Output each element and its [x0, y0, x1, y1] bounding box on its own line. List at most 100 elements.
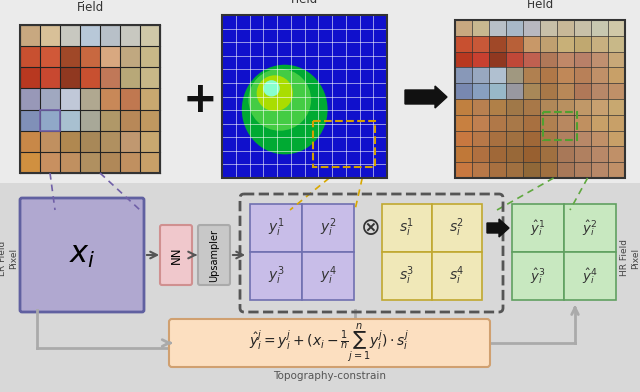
Bar [523, 83, 540, 99]
Text: $\hat{y}_i^4$: $\hat{y}_i^4$ [582, 266, 598, 286]
Text: $y_i^3$: $y_i^3$ [268, 265, 284, 287]
Bar [564, 252, 616, 300]
Text: $\boldsymbol{x_i}$: $\boldsymbol{x_i}$ [68, 241, 95, 270]
FancyBboxPatch shape [20, 198, 144, 312]
Bar [432, 204, 482, 252]
Bar [20, 25, 40, 46]
Bar [489, 99, 506, 115]
Text: $s_i^4$: $s_i^4$ [449, 265, 465, 287]
Bar [472, 67, 489, 83]
Bar [382, 204, 432, 252]
Bar [80, 110, 100, 131]
Bar [574, 52, 591, 67]
Bar [100, 25, 120, 46]
Bar [120, 46, 140, 67]
Bar [489, 115, 506, 131]
Bar [472, 83, 489, 99]
Bar [574, 115, 591, 131]
Bar [557, 67, 574, 83]
Bar [140, 131, 160, 152]
Bar [80, 131, 100, 152]
Bar [455, 67, 472, 83]
Bar [557, 146, 574, 162]
Text: HR Field
Pixel: HR Field Pixel [620, 240, 640, 276]
Bar [608, 83, 625, 99]
Bar [432, 252, 482, 300]
Bar [455, 162, 472, 178]
Bar [506, 131, 523, 146]
Bar [489, 67, 506, 83]
Bar [506, 20, 523, 36]
Bar [591, 67, 608, 83]
Text: $y_i^2$: $y_i^2$ [320, 217, 336, 239]
Ellipse shape [242, 65, 328, 154]
Bar [455, 131, 472, 146]
Bar [506, 115, 523, 131]
Bar [20, 89, 40, 110]
Bar [40, 110, 60, 131]
Bar [40, 46, 60, 67]
Bar [506, 99, 523, 115]
Bar [512, 252, 564, 300]
Text: $\otimes$: $\otimes$ [360, 216, 380, 240]
Bar [60, 67, 80, 89]
Bar [80, 152, 100, 173]
Bar [591, 20, 608, 36]
Bar [523, 20, 540, 36]
Bar [574, 131, 591, 146]
Bar [540, 146, 557, 162]
Bar [120, 67, 140, 89]
Bar [574, 20, 591, 36]
Bar [608, 67, 625, 83]
Bar [557, 131, 574, 146]
Bar [455, 52, 472, 67]
FancyBboxPatch shape [198, 225, 230, 285]
Bar [60, 46, 80, 67]
Bar [80, 46, 100, 67]
Bar [608, 52, 625, 67]
Bar [120, 110, 140, 131]
Bar [20, 152, 40, 173]
FancyArrow shape [405, 86, 447, 108]
Bar [557, 20, 574, 36]
Bar [455, 99, 472, 115]
Bar [523, 115, 540, 131]
Bar [574, 67, 591, 83]
Bar [574, 36, 591, 52]
Bar [120, 131, 140, 152]
Bar [100, 152, 120, 173]
Bar [250, 204, 302, 252]
Bar [512, 204, 564, 252]
Bar [455, 83, 472, 99]
Bar [60, 110, 80, 131]
Bar [506, 67, 523, 83]
Bar [591, 83, 608, 99]
Bar [557, 162, 574, 178]
Text: Topography-constrain: Topography-constrain [273, 371, 386, 381]
Bar [40, 152, 60, 173]
Bar [250, 252, 302, 300]
Bar [608, 131, 625, 146]
Bar [557, 99, 574, 115]
Bar [489, 162, 506, 178]
Bar [523, 146, 540, 162]
Bar [80, 67, 100, 89]
Bar [591, 131, 608, 146]
Bar [608, 115, 625, 131]
Bar [0, 183, 640, 392]
Bar [382, 252, 432, 300]
Bar [591, 115, 608, 131]
Bar [0, 0, 640, 183]
FancyArrow shape [487, 219, 509, 237]
Bar [540, 52, 557, 67]
Bar [557, 52, 574, 67]
Text: $y_i^1$: $y_i^1$ [268, 217, 284, 239]
Text: $\hat{y}_i^3$: $\hat{y}_i^3$ [531, 266, 546, 286]
Bar [302, 204, 354, 252]
Bar [523, 36, 540, 52]
Bar [574, 162, 591, 178]
Text: $y_i^4$: $y_i^4$ [319, 265, 337, 287]
Bar [222, 15, 387, 178]
Bar [523, 52, 540, 67]
Text: $s_i^3$: $s_i^3$ [399, 265, 415, 287]
